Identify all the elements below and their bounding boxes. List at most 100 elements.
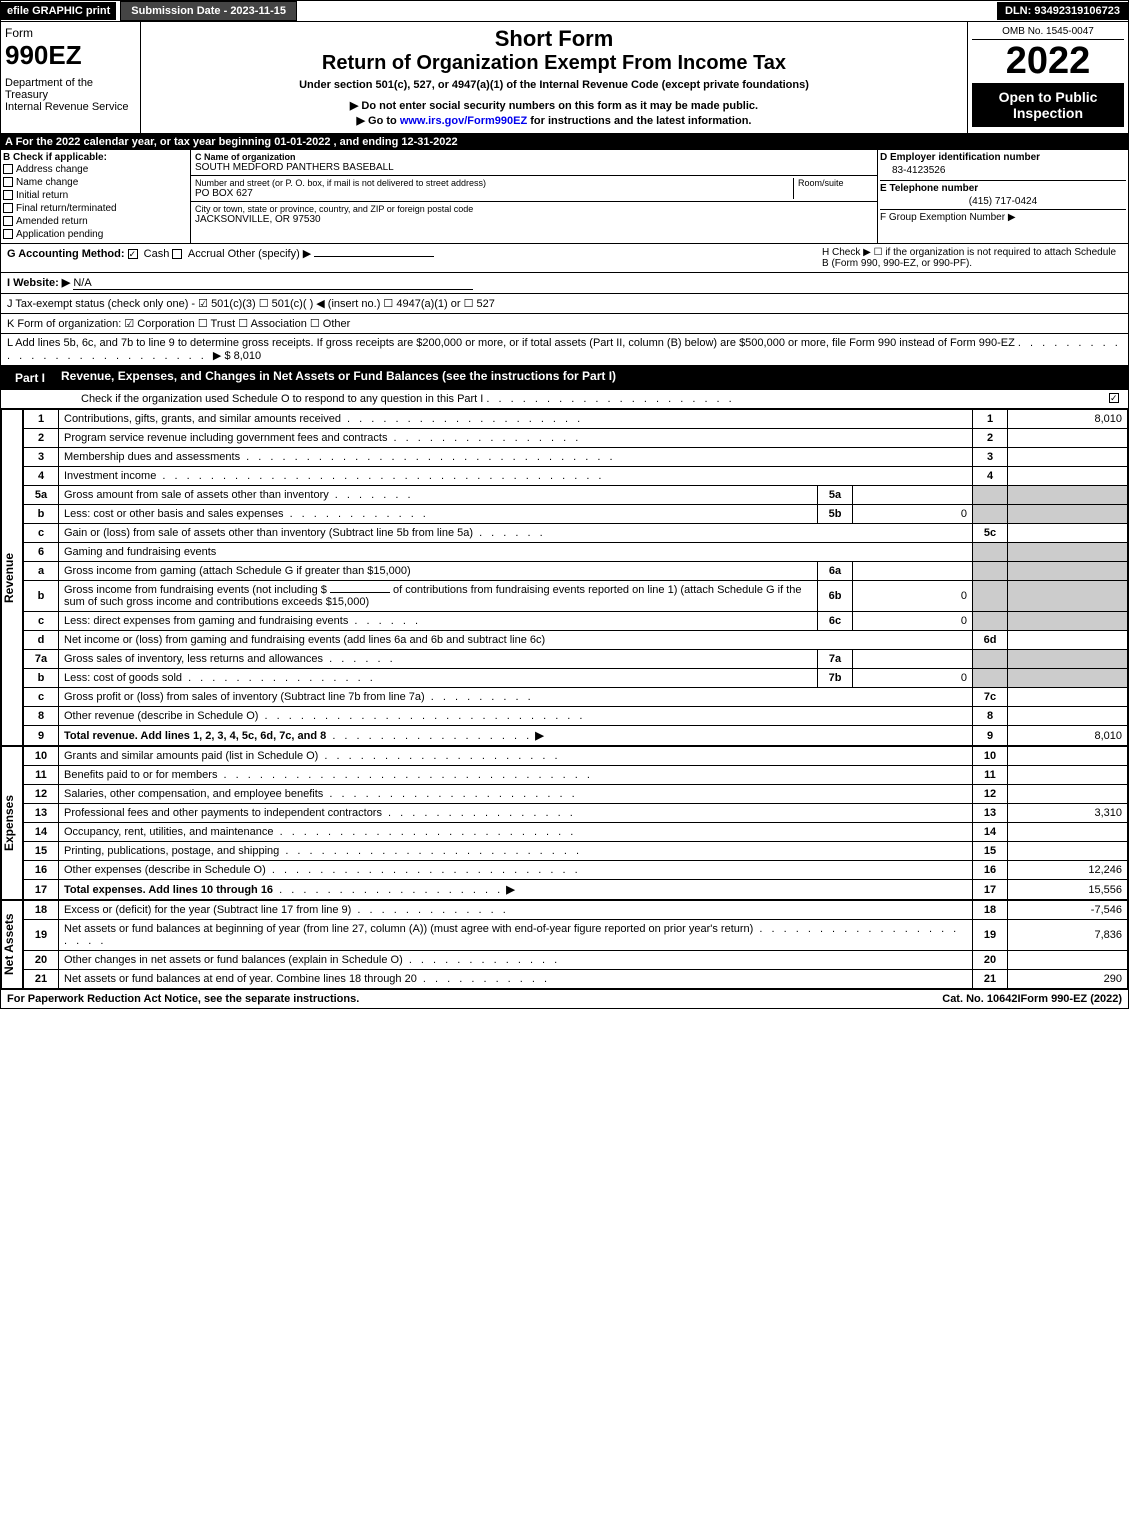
group-exemption-label: F Group Exemption Number ▶	[880, 209, 1126, 223]
phone-value: (415) 717-0424	[880, 194, 1126, 209]
street-value: PO BOX 627	[195, 188, 793, 199]
other-specify-input[interactable]	[314, 256, 434, 257]
omb-number: OMB No. 1545-0047	[972, 26, 1124, 40]
revenue-section: Revenue 1Contributions, gifts, grants, a…	[1, 409, 1128, 746]
section-g-h: G Accounting Method: Cash Accrual Other …	[1, 244, 1128, 273]
ein-value: 83-4123526	[880, 163, 1126, 180]
footer-form-ref: Form 990-EZ (2022)	[1021, 993, 1122, 1005]
section-j: J Tax-exempt status (check only one) - ☑…	[1, 294, 1128, 314]
city-value: JACKSONVILLE, OR 97530	[195, 214, 873, 225]
line-7a: 7aGross sales of inventory, less returns…	[24, 650, 1128, 669]
section-b: B Check if applicable: Address change Na…	[1, 150, 191, 243]
org-name-label: C Name of organization	[195, 152, 873, 162]
line-6: 6Gaming and fundraising events	[24, 543, 1128, 562]
line-13: 13Professional fees and other payments t…	[24, 804, 1128, 823]
short-form-title: Short Form	[145, 26, 963, 52]
section-a-calendar-year: A For the 2022 calendar year, or tax yea…	[1, 134, 1128, 150]
part-1-header: Part I Revenue, Expenses, and Changes in…	[1, 366, 1128, 390]
open-public-badge: Open to Public Inspection	[972, 83, 1124, 127]
line-14: 14Occupancy, rent, utilities, and mainte…	[24, 823, 1128, 842]
dln-label: DLN: 93492319106723	[997, 2, 1128, 20]
6b-contrib-input[interactable]	[330, 592, 390, 593]
line-2: 2Program service revenue including gover…	[24, 429, 1128, 448]
form-header: Form 990EZ Department of the Treasury In…	[1, 22, 1128, 134]
page-footer: For Paperwork Reduction Act Notice, see …	[1, 989, 1128, 1008]
checkbox-cash[interactable]	[128, 249, 138, 259]
net-assets-vertical-label: Net Assets	[1, 900, 23, 989]
line-10: 10Grants and similar amounts paid (list …	[24, 747, 1128, 766]
return-title: Return of Organization Exempt From Incom…	[145, 52, 963, 75]
checkbox-final-return[interactable]: Final return/terminated	[3, 202, 188, 215]
tax-year: 2022	[972, 40, 1124, 83]
top-bar: efile GRAPHIC print Submission Date - 20…	[1, 1, 1128, 22]
section-b-label: B Check if applicable:	[3, 152, 188, 163]
line-3: 3Membership dues and assessments . . . .…	[24, 448, 1128, 467]
dept-irs: Internal Revenue Service	[5, 101, 136, 113]
checkbox-name-change[interactable]: Name change	[3, 176, 188, 189]
line-4: 4Investment income . . . . . . . . . . .…	[24, 467, 1128, 486]
section-k: K Form of organization: ☑ Corporation ☐ …	[1, 314, 1128, 334]
line-7b: bLess: cost of goods sold . . . . . . . …	[24, 669, 1128, 688]
section-h: H Check ▶ ☐ if the organization is not r…	[822, 247, 1122, 269]
org-name: SOUTH MEDFORD PANTHERS BASEBALL	[195, 162, 873, 173]
line-21: 21Net assets or fund balances at end of …	[24, 970, 1128, 989]
line-6b: bGross income from fundraising events (n…	[24, 581, 1128, 612]
footer-catalog: Cat. No. 10642I	[942, 993, 1020, 1005]
checkbox-initial-return[interactable]: Initial return	[3, 189, 188, 202]
line-18: 18Excess or (deficit) for the year (Subt…	[24, 901, 1128, 920]
submission-date-button[interactable]: Submission Date - 2023-11-15	[120, 1, 297, 21]
line-16: 16Other expenses (describe in Schedule O…	[24, 861, 1128, 880]
section-i: I Website: ▶ N/A	[1, 273, 1128, 294]
revenue-vertical-label: Revenue	[1, 409, 23, 746]
line-5b: bLess: cost or other basis and sales exp…	[24, 505, 1128, 524]
checkbox-application-pending[interactable]: Application pending	[3, 228, 188, 241]
website-value: N/A	[73, 277, 473, 290]
line-5c: cGain or (loss) from sale of assets othe…	[24, 524, 1128, 543]
accounting-method-label: G Accounting Method:	[7, 248, 125, 260]
form-number: 990EZ	[5, 40, 136, 71]
line-17: 17Total expenses. Add lines 10 through 1…	[24, 880, 1128, 900]
city-label: City or town, state or province, country…	[195, 204, 873, 214]
line-1: 1Contributions, gifts, grants, and simil…	[24, 410, 1128, 429]
schedule-o-checkbox[interactable]	[1109, 393, 1119, 403]
instruction-link: ▶ Go to www.irs.gov/Form990EZ for instru…	[145, 114, 963, 127]
net-assets-section: Net Assets 18Excess or (deficit) for the…	[1, 900, 1128, 989]
section-d-e-f: D Employer identification number 83-4123…	[878, 150, 1128, 243]
revenue-table: 1Contributions, gifts, grants, and simil…	[23, 409, 1128, 746]
phone-label: E Telephone number	[880, 180, 1126, 194]
section-l-amount: ▶ $ 8,010	[213, 350, 261, 362]
instruction-ssn: ▶ Do not enter social security numbers o…	[145, 99, 963, 112]
expenses-table: 10Grants and similar amounts paid (list …	[23, 746, 1128, 900]
efile-label[interactable]: efile GRAPHIC print	[1, 2, 116, 20]
section-l-text: L Add lines 5b, 6c, and 7b to line 9 to …	[7, 337, 1015, 349]
line-11: 11Benefits paid to or for members . . . …	[24, 766, 1128, 785]
line-5a: 5aGross amount from sale of assets other…	[24, 486, 1128, 505]
form-label: Form	[5, 26, 136, 40]
room-label: Room/suite	[798, 178, 873, 188]
line-7c: cGross profit or (loss) from sales of in…	[24, 688, 1128, 707]
line-6a: aGross income from gaming (attach Schedu…	[24, 562, 1128, 581]
checkbox-amended-return[interactable]: Amended return	[3, 215, 188, 228]
dept-treasury: Department of the Treasury	[5, 77, 136, 101]
line-12: 12Salaries, other compensation, and empl…	[24, 785, 1128, 804]
checkbox-address-change[interactable]: Address change	[3, 163, 188, 176]
part-1-title: Revenue, Expenses, and Changes in Net As…	[61, 369, 616, 387]
line-19: 19Net assets or fund balances at beginni…	[24, 920, 1128, 951]
line-20: 20Other changes in net assets or fund ba…	[24, 951, 1128, 970]
line-6c: cLess: direct expenses from gaming and f…	[24, 612, 1128, 631]
under-section: Under section 501(c), 527, or 4947(a)(1)…	[145, 79, 963, 91]
ein-label: D Employer identification number	[880, 152, 1126, 163]
part-1-check: Check if the organization used Schedule …	[1, 390, 1128, 409]
checkbox-accrual[interactable]	[172, 249, 182, 259]
section-c: C Name of organization SOUTH MEDFORD PAN…	[191, 150, 878, 243]
line-6d: dNet income or (loss) from gaming and fu…	[24, 631, 1128, 650]
street-label: Number and street (or P. O. box, if mail…	[195, 178, 793, 188]
irs-link[interactable]: www.irs.gov/Form990EZ	[400, 115, 527, 127]
expenses-vertical-label: Expenses	[1, 746, 23, 900]
section-l: L Add lines 5b, 6c, and 7b to line 9 to …	[1, 334, 1128, 366]
website-label: I Website: ▶	[7, 277, 70, 289]
part-1-label: Part I	[7, 369, 53, 387]
line-8: 8Other revenue (describe in Schedule O) …	[24, 707, 1128, 726]
net-assets-table: 18Excess or (deficit) for the year (Subt…	[23, 900, 1128, 989]
info-grid: B Check if applicable: Address change Na…	[1, 150, 1128, 244]
